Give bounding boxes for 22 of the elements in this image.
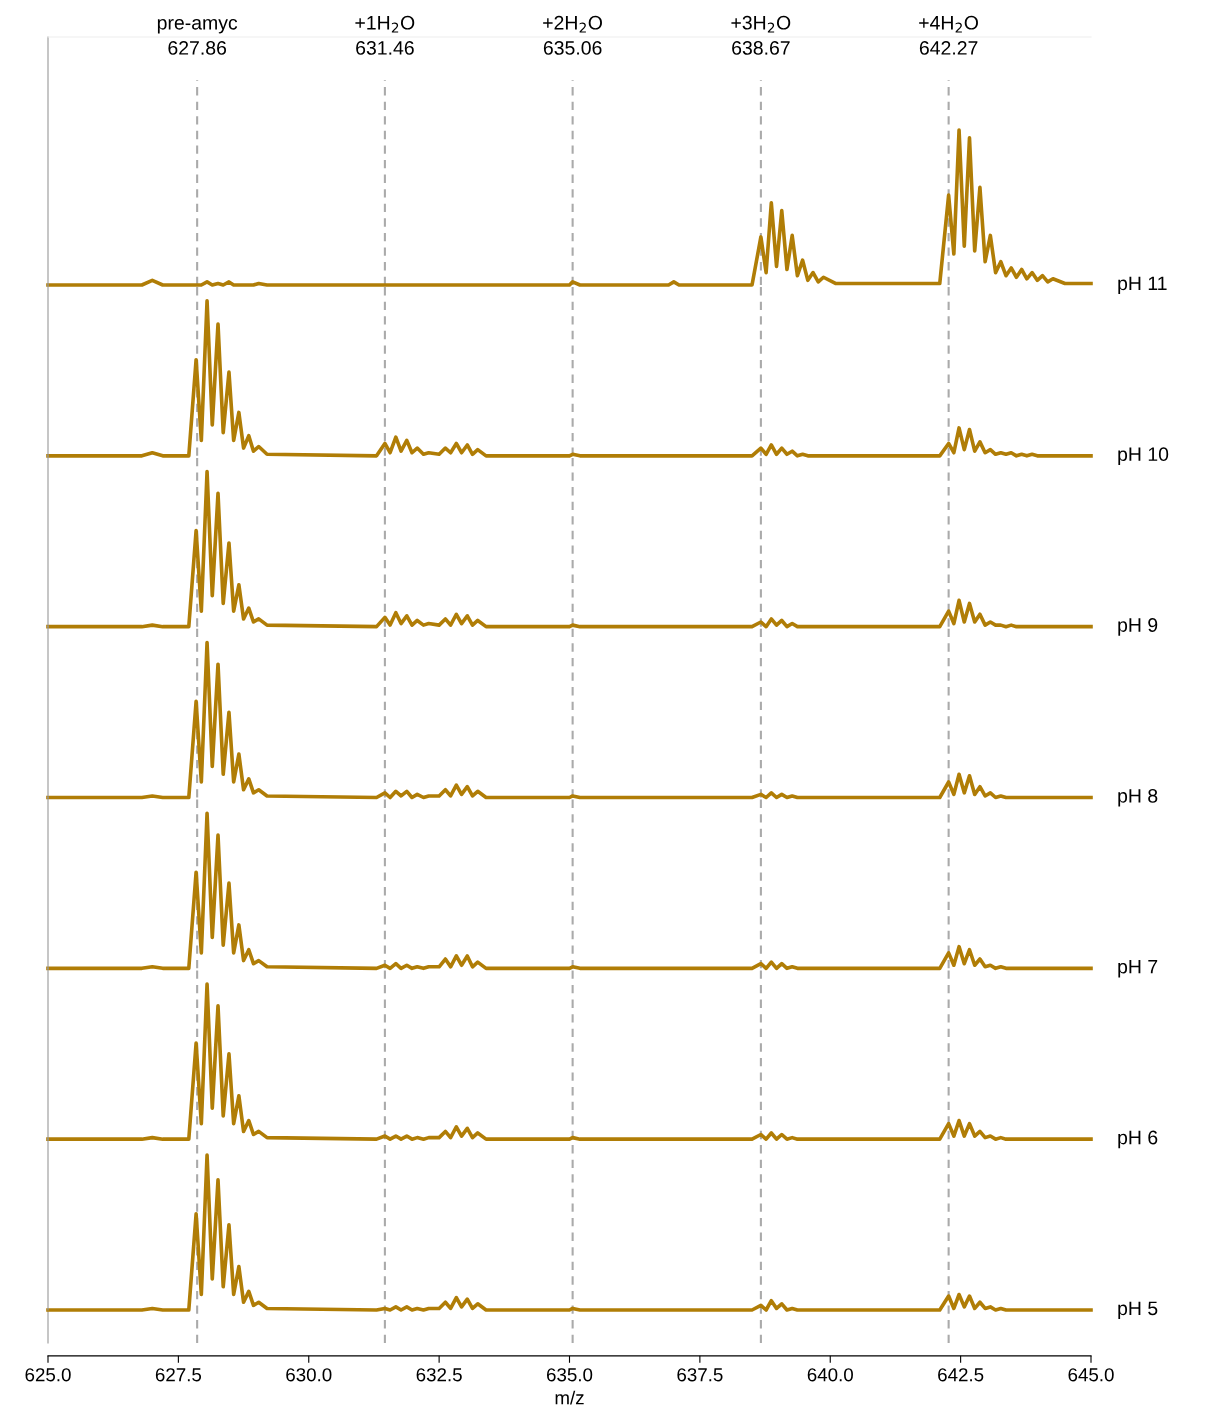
series-label: pH 10 <box>1118 447 1169 465</box>
ref-line-label: +4H$_{2}$O 642.27 <box>919 15 978 55</box>
ref-line-label: pre-amyc 627.86 <box>157 18 238 55</box>
series-label: pH 5 <box>1118 1301 1158 1320</box>
ref-line-label: +1H$_{2}$O 631.46 <box>355 15 415 55</box>
series-label: pH 9 <box>1118 618 1158 636</box>
series-label: pH 6 <box>1118 1130 1158 1149</box>
x-tick-label: 625.0 <box>25 1368 71 1382</box>
x-tick-label: 642.5 <box>938 1368 984 1382</box>
x-tick-label: 645.0 <box>1068 1368 1114 1382</box>
x-tick-label: 627.5 <box>155 1368 202 1382</box>
x-tick-label: 632.5 <box>416 1368 462 1382</box>
x-tick-label: 635.0 <box>546 1368 593 1382</box>
x-tick-label: 640.0 <box>807 1368 853 1382</box>
series-label: pH 8 <box>1118 788 1158 807</box>
x-axis-title: m/z <box>555 1390 584 1405</box>
x-tick-label: 637.5 <box>677 1368 723 1382</box>
series-label: pH 11 <box>1118 276 1167 295</box>
ref-line-label: +3H$_{2}$O 638.67 <box>731 15 791 55</box>
ref-line-label: +2H$_{2}$O 635.06 <box>543 15 602 55</box>
x-tick-label: 630.0 <box>286 1368 332 1382</box>
series-label: pH 7 <box>1118 959 1158 978</box>
